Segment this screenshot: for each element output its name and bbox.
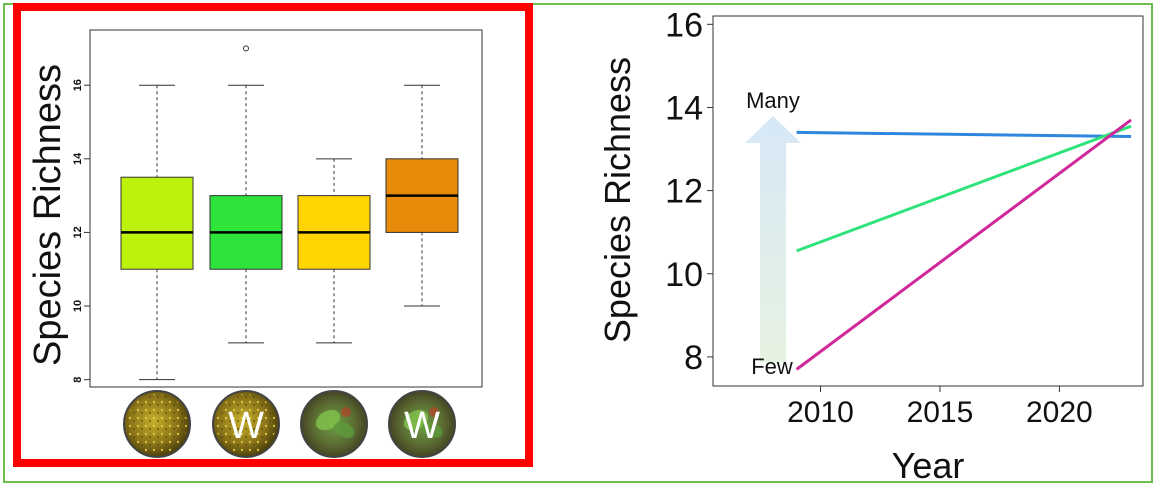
icon-leaf (315, 409, 341, 431)
boxplot-y-tick-label: 10 (72, 300, 84, 312)
boxplot-y-ticks: 8 10 12 14 16 (72, 79, 91, 383)
icon-moss-texture (216, 394, 276, 454)
icon-moss-texture (127, 394, 187, 454)
line-y-tick-label: 12 (665, 173, 703, 211)
box-iqr (120, 176, 194, 270)
line-y-tick-label: 8 (684, 339, 703, 377)
leafy-plant-photo-icon (300, 390, 368, 458)
box-group (385, 84, 459, 307)
icon-warming-label: W (228, 405, 264, 447)
line-x-tick-label: 2015 (907, 396, 974, 429)
box-group (209, 45, 283, 344)
leafy-plant-photo-icon: W (388, 390, 456, 458)
line-x-tick-label: 2020 (1026, 396, 1093, 429)
boxplot-y-axis-label: Species Richness (27, 64, 69, 366)
box-group (297, 158, 371, 344)
boxplot-y-tick-label: 12 (72, 226, 84, 238)
icon-leaf (333, 422, 355, 438)
line-y-axis-label: Species Richness (597, 57, 638, 343)
boxplot-boxes (120, 45, 459, 381)
line-y-tick-label: 14 (665, 89, 703, 127)
line-y-tick-label: 16 (665, 6, 703, 44)
series-line (796, 130, 1132, 139)
highlight-box (13, 3, 533, 467)
icon-bud (341, 407, 351, 417)
line-y-ticks: 8 10 12 14 16 (665, 6, 713, 377)
line-x-ticks: 2010 2015 2020 (787, 386, 1093, 429)
box-outlier-point (243, 45, 249, 52)
icon-warming-label: W (404, 405, 440, 447)
line-series (795, 118, 1132, 371)
icon-bud (429, 407, 439, 417)
boxplot-y-tick-label: 14 (72, 152, 84, 165)
many-few-arrow (745, 116, 801, 362)
boxplot-y-tick-label: 8 (72, 377, 84, 383)
moss-photo-icon: W (212, 390, 280, 458)
annotation-many: Many (746, 88, 800, 113)
icon-leaf (421, 422, 443, 438)
trend-line-chart: Species Richness Year 8 10 12 14 16 2010 2015… (597, 6, 1144, 486)
icon-leaf (403, 409, 429, 431)
box-group (120, 84, 194, 381)
series-line (795, 118, 1132, 371)
line-x-axis-label: Year (892, 445, 965, 486)
line-x-tick-label: 2010 (787, 396, 854, 429)
annotation-few: Few (751, 354, 793, 379)
series-line (796, 124, 1132, 253)
line-y-tick-label: 10 (665, 256, 703, 294)
line-plot-area (712, 15, 1144, 387)
moss-photo-icon (123, 390, 191, 458)
figure-frame (3, 3, 1153, 483)
boxplot-y-tick-label: 16 (72, 79, 84, 91)
